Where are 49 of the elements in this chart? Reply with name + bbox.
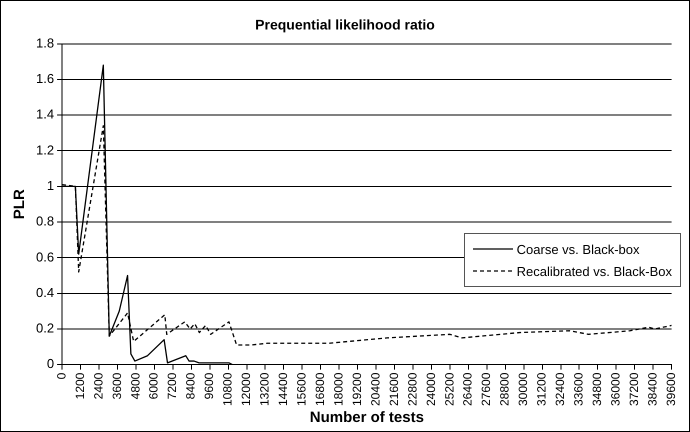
y-tick-label: 0.2 (36, 320, 54, 336)
y-tick-label: 1.6 (36, 71, 54, 86)
x-tick-label: 3600 (110, 372, 124, 400)
y-tick-label: 0.4 (36, 284, 54, 300)
y-tick-label: 1.4 (36, 106, 54, 122)
x-tick-label: 36000 (608, 372, 622, 406)
x-tick-label: 8400 (184, 372, 198, 400)
x-tick-label: 34800 (590, 372, 604, 406)
x-tick-label: 24000 (424, 372, 438, 406)
y-tick-label: 1.2 (36, 142, 54, 158)
x-tick-label: 13200 (258, 372, 272, 406)
x-tick-label: 10800 (220, 372, 235, 406)
x-tick-label: 6000 (146, 372, 161, 400)
x-tick-label: 39600 (664, 372, 678, 406)
x-tick-label: 28800 (498, 372, 512, 406)
x-tick-label: 21600 (386, 372, 401, 406)
x-tick-label: 20400 (368, 372, 382, 406)
x-tick-label: 19200 (350, 372, 364, 406)
chart-title: Prequential likelihood ratio (255, 16, 435, 32)
x-tick-label: 37200 (626, 372, 641, 406)
x-tick-label: 32400 (553, 372, 568, 406)
y-axis-title: PLR (11, 189, 28, 220)
legend-label: Recalibrated vs. Black-Box (516, 264, 672, 278)
x-tick-label: 7200 (165, 372, 180, 400)
x-tick-label: 27600 (479, 372, 494, 406)
y-tick-label: 1 (46, 178, 54, 193)
x-tick-label: 25200 (442, 372, 456, 406)
x-tick-label: 14400 (276, 372, 290, 406)
x-tick-label: 1200 (72, 372, 87, 400)
y-tick-label: 0.8 (36, 214, 54, 229)
y-tick-label: 1.8 (36, 35, 54, 50)
x-tick-label: 33600 (572, 372, 586, 406)
x-tick-label: 4800 (128, 372, 142, 400)
y-tick-label: 0.6 (36, 249, 54, 264)
x-tick-label: 18000 (331, 372, 346, 406)
x-tick-label: 30000 (516, 372, 530, 406)
x-tick-label: 15600 (294, 372, 308, 406)
x-tick-label: 38400 (645, 372, 660, 406)
x-tick-label: 22800 (405, 372, 420, 406)
legend-label: Coarse vs. Black-box (516, 242, 640, 256)
x-tick-label: 9600 (202, 372, 216, 400)
x-axis-title: Number of tests (310, 409, 424, 426)
x-tick-label: 0 (54, 372, 68, 380)
x-tick-label: 31200 (534, 372, 549, 406)
x-tick-label: 12000 (239, 372, 254, 406)
y-tick-label: 0 (46, 356, 54, 372)
x-tick-label: 16800 (312, 372, 327, 406)
x-tick-label: 26400 (460, 372, 475, 406)
x-tick-label: 2400 (91, 372, 106, 400)
